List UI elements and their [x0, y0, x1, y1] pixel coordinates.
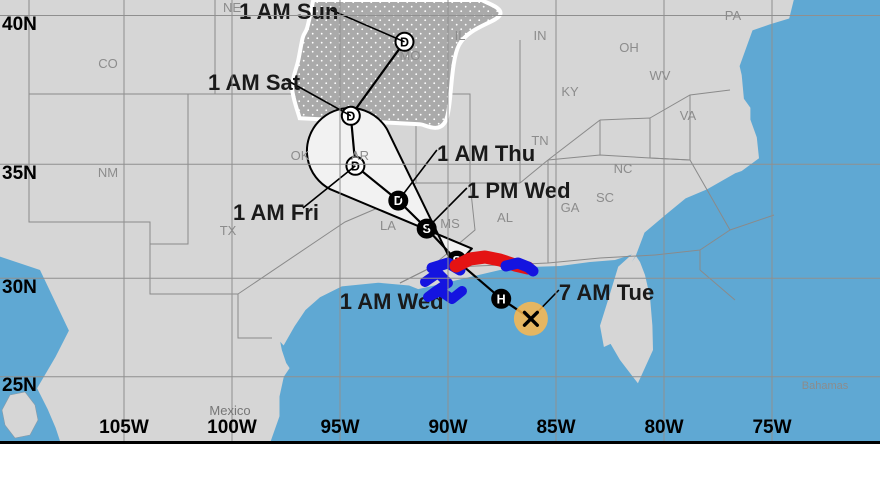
svg-text:35N: 35N — [2, 163, 37, 184]
svg-text:CO: CO — [98, 56, 118, 71]
svg-text:TX: TX — [220, 223, 237, 238]
svg-text:105W: 105W — [99, 417, 149, 438]
svg-text:SC: SC — [596, 190, 614, 205]
svg-text:NC: NC — [614, 161, 633, 176]
svg-text:Mexico: Mexico — [209, 403, 250, 418]
svg-text:NE: NE — [223, 0, 241, 15]
svg-text:OK: OK — [291, 148, 310, 163]
svg-text:30N: 30N — [2, 277, 37, 298]
svg-text:AR: AR — [351, 148, 369, 163]
svg-text:OH: OH — [619, 40, 639, 55]
svg-text:VA: VA — [680, 108, 697, 123]
svg-text:S: S — [423, 222, 431, 236]
svg-text:KY: KY — [561, 84, 579, 99]
svg-text:D: D — [346, 109, 355, 123]
svg-text:75W: 75W — [752, 417, 791, 438]
svg-text:WV: WV — [650, 68, 671, 83]
svg-text:IL: IL — [455, 28, 466, 43]
svg-text:Bahamas: Bahamas — [802, 380, 849, 392]
svg-text:95W: 95W — [320, 417, 359, 438]
svg-text:TN: TN — [531, 133, 548, 148]
svg-text:NM: NM — [98, 165, 118, 180]
svg-text:IN: IN — [534, 28, 547, 43]
svg-text:MS: MS — [440, 216, 460, 231]
svg-text:1 AM Sat: 1 AM Sat — [208, 70, 301, 95]
svg-text:90W: 90W — [428, 417, 467, 438]
svg-text:MO: MO — [400, 48, 421, 63]
svg-text:LA: LA — [380, 218, 396, 233]
svg-text:7 AM Tue: 7 AM Tue — [559, 280, 654, 305]
svg-text:40N: 40N — [2, 14, 37, 35]
svg-text:85W: 85W — [536, 417, 575, 438]
svg-text:GA: GA — [561, 200, 580, 215]
svg-text:1 AM Sun: 1 AM Sun — [239, 0, 338, 24]
svg-text:1 PM Wed: 1 PM Wed — [467, 178, 571, 203]
svg-text:PA: PA — [725, 8, 742, 23]
svg-text:1 AM Thu: 1 AM Thu — [437, 141, 535, 166]
svg-text:80W: 80W — [644, 417, 683, 438]
svg-text:AL: AL — [497, 210, 513, 225]
svg-text:1 AM Fri: 1 AM Fri — [233, 200, 319, 225]
svg-text:25N: 25N — [2, 375, 37, 396]
svg-text:H: H — [497, 292, 506, 306]
svg-text:100W: 100W — [207, 417, 257, 438]
